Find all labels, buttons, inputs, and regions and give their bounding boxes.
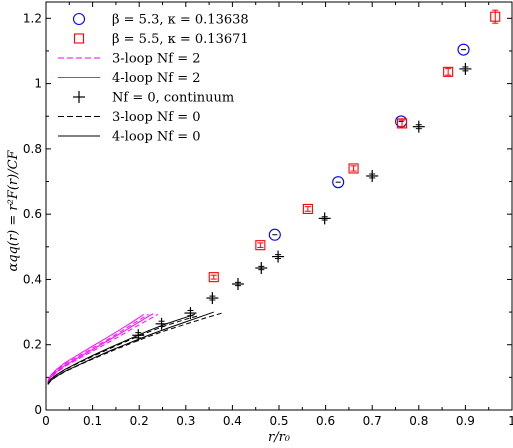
point-marker xyxy=(132,329,145,342)
point-marker xyxy=(208,272,219,283)
series-1-point xyxy=(208,272,219,283)
x-tick-label: 0.9 xyxy=(456,414,475,428)
series-4-point xyxy=(206,292,219,305)
legend-label: β = 5.5, κ = 0.13671 xyxy=(112,32,249,47)
x-tick-label: 0.6 xyxy=(316,414,335,428)
x-tick-label: 0.4 xyxy=(223,414,242,428)
series-5-curve xyxy=(47,314,200,384)
series-1-point xyxy=(443,66,454,77)
x-tick-label: 0.5 xyxy=(269,414,288,428)
legend-item: 3-loop Nf = 0 xyxy=(58,110,201,125)
series-1-point xyxy=(255,240,266,251)
curves-layer xyxy=(47,311,224,385)
series-2-curve xyxy=(47,313,149,382)
series-4-point xyxy=(231,278,244,291)
series-4-point xyxy=(272,250,285,263)
point-marker xyxy=(255,262,268,275)
point-marker xyxy=(255,240,266,251)
points-layer xyxy=(132,9,501,342)
y-axis-label: αqq(r) = r²F(r)/CF xyxy=(6,149,21,271)
point-marker xyxy=(457,43,470,56)
legend-item: β = 5.5, κ = 0.13671 xyxy=(73,32,249,47)
axes-layer: 0 0.1 0.2 0.3 0.4 0.5 0.6 0.7 0.8 0.9 1 0 0.2 0.4 0.6 0… xyxy=(23,1,513,428)
legend-label: 3-loop Nf = 2 xyxy=(112,52,201,67)
series-4-point xyxy=(318,212,331,225)
series-6-curve xyxy=(47,313,196,384)
x-tick-label: 1 xyxy=(508,414,513,428)
point-marker xyxy=(396,118,408,129)
point-marker xyxy=(366,169,379,182)
legend-marker xyxy=(73,33,85,44)
legend-label: 4-loop Nf = 2 xyxy=(112,71,201,86)
series-5-curve xyxy=(47,312,224,385)
series-3-curve xyxy=(47,313,154,383)
point-marker xyxy=(318,212,331,225)
point-marker xyxy=(412,120,425,133)
point-marker xyxy=(459,62,472,75)
point-marker xyxy=(272,250,285,263)
series-4-point xyxy=(366,169,379,182)
y-tick-label: 0.4 xyxy=(23,272,42,286)
series-1-point xyxy=(490,9,501,24)
point-marker xyxy=(443,66,454,77)
legend-item: 4-loop Nf = 2 xyxy=(58,71,201,86)
legend-item: 3-loop Nf = 2 xyxy=(58,52,201,67)
point-marker xyxy=(184,307,197,320)
point-marker xyxy=(348,163,359,174)
series-6-curve xyxy=(47,311,214,385)
y-tick-label: 1.2 xyxy=(23,11,42,25)
legend-item: Nf = 0, continuum xyxy=(73,91,234,106)
y-tick-label: 1 xyxy=(34,77,42,91)
x-tick-label: 0 xyxy=(42,414,50,428)
legend-label: Nf = 0, continuum xyxy=(112,91,234,106)
legend-label: β = 5.3, κ = 0.13638 xyxy=(112,13,249,28)
x-tick-label: 0.8 xyxy=(409,414,428,428)
legend-marker xyxy=(72,12,86,26)
series-4-point xyxy=(184,307,197,320)
point-marker xyxy=(332,176,345,189)
series-1-point xyxy=(348,163,359,174)
legend-label: 4-loop Nf = 0 xyxy=(112,130,201,145)
y-tick-label: 0.8 xyxy=(23,142,42,156)
y-tick-label: 0.2 xyxy=(23,338,42,352)
series-1-point xyxy=(396,118,408,129)
point-marker xyxy=(231,278,244,291)
legend-marker xyxy=(73,91,85,103)
x-tick-label: 0.1 xyxy=(83,414,102,428)
series-4-point xyxy=(412,120,425,133)
series-0-point xyxy=(268,228,281,241)
point-marker xyxy=(206,292,219,305)
series-3-curve xyxy=(47,313,145,381)
point-marker xyxy=(490,11,501,22)
series-4-point xyxy=(132,329,145,342)
legend-item: 4-loop Nf = 0 xyxy=(58,130,201,145)
series-4-point xyxy=(155,317,168,330)
point-marker xyxy=(302,203,313,214)
series-4-point xyxy=(255,262,268,275)
x-tick-label: 0.3 xyxy=(176,414,195,428)
legend: β = 5.3, κ = 0.13638 β = 5.5, κ = 0.13671… xyxy=(58,13,249,145)
point-marker xyxy=(155,317,168,330)
y-tick-label: 0.6 xyxy=(23,207,42,221)
series-4-point xyxy=(459,62,472,75)
point-marker xyxy=(268,228,281,241)
x-tick-label: 0.7 xyxy=(363,414,382,428)
series-0-point xyxy=(457,43,470,56)
legend-label: 3-loop Nf = 0 xyxy=(112,110,201,125)
series-0-point xyxy=(332,176,345,189)
x-tick-label: 0.2 xyxy=(130,414,149,428)
legend-item: β = 5.3, κ = 0.13638 xyxy=(72,12,249,28)
series-1-point xyxy=(302,203,313,214)
y-tick-label: 0 xyxy=(34,403,42,417)
x-axis-label: r/r₀ xyxy=(268,430,291,445)
